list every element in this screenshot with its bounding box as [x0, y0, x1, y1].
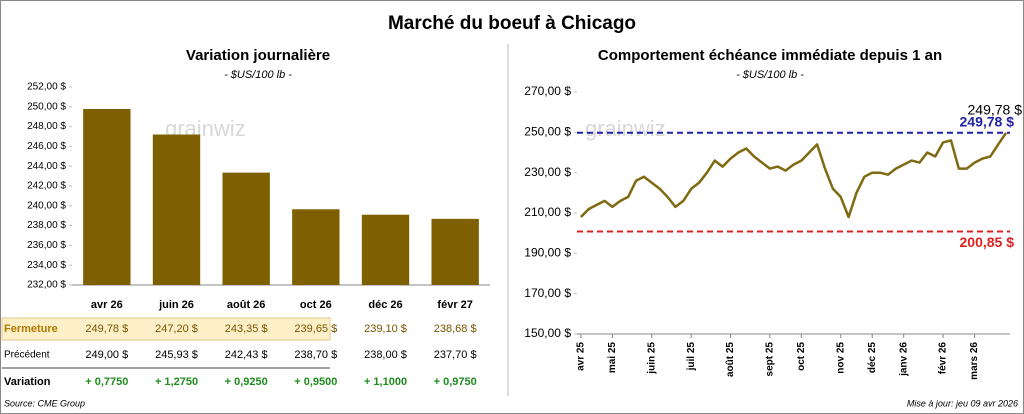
table-cell: + 1,1000: [364, 376, 407, 388]
x-tick-label: janv 26: [898, 342, 909, 377]
source: Source: CME Group: [4, 398, 85, 408]
bar: [83, 108, 131, 285]
x-tick-label: déc 25: [867, 342, 878, 374]
y-tick-label: 248,00 $: [27, 121, 66, 132]
y-tick-label: 270,00 $: [524, 84, 571, 98]
table-cell: + 0,9250: [225, 376, 268, 388]
reference-label: 249,78 $: [960, 113, 1015, 129]
x-tick-label: juin 26: [158, 299, 194, 311]
y-tick-label: 238,00 $: [27, 220, 66, 231]
closing-value: 247,20 $: [155, 323, 198, 335]
y-tick-label: 232,00 $: [27, 280, 66, 291]
table-cell: 242,43 $: [225, 349, 268, 361]
reference-label: 200,85 $: [960, 234, 1015, 250]
y-tick-label: 244,00 $: [27, 161, 66, 172]
main-title: Marché du boeuf à Chicago: [388, 13, 636, 34]
y-tick-label: 252,00 $: [27, 82, 66, 93]
closing-value: 243,35 $: [225, 323, 268, 335]
y-tick-label: 246,00 $: [27, 141, 66, 152]
bar: [292, 209, 340, 285]
bar: [361, 214, 410, 285]
y-tick-label: 236,00 $: [27, 240, 66, 251]
x-tick-label: mai 25: [607, 342, 618, 374]
row-label: Précédent: [4, 350, 50, 361]
x-tick-label: oct 26: [300, 299, 332, 311]
watermark: grainwiz: [585, 116, 666, 141]
x-tick-label: août 25: [725, 342, 736, 377]
y-tick-label: 240,00 $: [27, 200, 66, 211]
row-label: Variation: [4, 376, 51, 388]
x-tick-label: avr 26: [91, 299, 123, 311]
bar: [431, 218, 479, 285]
table-cell: + 1,2750: [155, 376, 198, 388]
x-tick-label: mars 26: [969, 342, 980, 380]
chart-subtitle: - $US/100 lb -: [224, 69, 292, 81]
x-tick-label: févr 26: [938, 342, 949, 375]
y-tick-label: 190,00 $: [524, 246, 571, 260]
y-tick-label: 170,00 $: [524, 286, 571, 300]
closing-value: 238,68 $: [434, 323, 477, 335]
table-cell: 238,70 $: [294, 349, 337, 361]
bar: [222, 172, 270, 285]
table-cell: + 0,9750: [434, 376, 477, 388]
x-tick-label: nov 25: [835, 342, 846, 374]
table-cell: + 0,9500: [294, 376, 337, 388]
table-cell: 238,00 $: [364, 349, 407, 361]
y-tick-label: 150,00 $: [524, 326, 571, 340]
updated: Mise à jour: jeu 09 avr 2026: [907, 398, 1018, 408]
chart-title: Variation journalière: [186, 47, 330, 64]
x-tick-label: avr 25: [576, 342, 587, 371]
x-tick-label: févr 27: [437, 299, 472, 311]
chart-subtitle: - $US/100 lb -: [736, 69, 804, 81]
y-tick-label: 242,00 $: [27, 181, 66, 192]
chart-title: Comportement échéance immédiate depuis 1…: [598, 47, 942, 64]
closing-value: 249,78 $: [85, 323, 128, 335]
y-tick-label: 234,00 $: [27, 260, 66, 271]
y-tick-label: 210,00 $: [524, 205, 571, 219]
x-tick-label: oct 25: [796, 342, 807, 371]
x-tick-label: juil 25: [686, 342, 697, 372]
x-tick-label: juin 25: [646, 342, 657, 375]
x-tick-label: août 26: [227, 299, 266, 311]
table-cell: 249,00 $: [85, 349, 128, 361]
table-cell: 245,93 $: [155, 349, 198, 361]
price-line: [580, 132, 1008, 219]
table-cell: + 0,7750: [85, 376, 128, 388]
closing-value: 239,10 $: [364, 323, 407, 335]
row-label: Fermeture: [4, 323, 58, 335]
table-cell: 237,70 $: [434, 349, 477, 361]
y-tick-label: 250,00 $: [524, 125, 571, 139]
x-tick-label: sept 25: [765, 342, 776, 377]
closing-row-bg: [1, 317, 331, 341]
y-tick-label: 250,00 $: [27, 101, 66, 112]
bar: [152, 134, 201, 285]
closing-value: 239,65 $: [294, 323, 337, 335]
y-tick-label: 230,00 $: [524, 165, 571, 179]
end-label: 249,78 $: [968, 101, 1023, 117]
x-tick-label: déc 26: [368, 299, 402, 311]
